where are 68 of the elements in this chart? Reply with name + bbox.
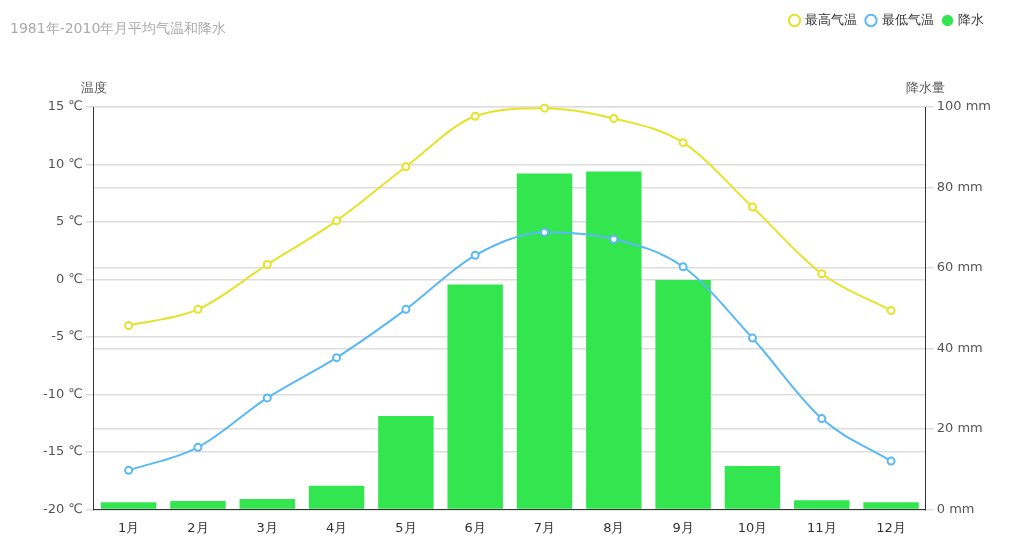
bar bbox=[239, 498, 295, 509]
legend-label: 最高气温 bbox=[805, 11, 857, 27]
point bbox=[470, 111, 480, 121]
bar bbox=[794, 500, 850, 509]
y2-tick-label: 40 mm bbox=[936, 339, 983, 355]
legend-label: 最低气温 bbox=[881, 11, 934, 27]
y2-tick-label: 60 mm bbox=[936, 259, 983, 275]
point bbox=[886, 456, 896, 466]
x-tick-label: 5月 bbox=[395, 519, 417, 535]
y-tick-label: -15 ℃ bbox=[43, 443, 83, 459]
point bbox=[262, 393, 272, 403]
legend-label: 降水 bbox=[958, 11, 984, 27]
chart-title: 1981年-2010年月平均气温和降水 bbox=[10, 19, 227, 36]
point bbox=[193, 304, 203, 314]
x-tick-label: 8月 bbox=[603, 519, 625, 535]
bar bbox=[170, 500, 226, 509]
point bbox=[609, 234, 619, 244]
y-tick-label: 5 ℃ bbox=[55, 213, 83, 229]
y2-tick-label: 100 mm bbox=[936, 98, 992, 114]
point bbox=[332, 353, 342, 363]
y2-tick-label: 0 mm bbox=[936, 500, 975, 516]
y2-tick-label: 80 mm bbox=[936, 178, 983, 194]
y-tick-label: 0 ℃ bbox=[55, 270, 83, 286]
point bbox=[124, 465, 134, 475]
x-tick-label: 6月 bbox=[464, 519, 486, 535]
bar bbox=[516, 173, 573, 509]
x-tick-label: 4月 bbox=[325, 519, 348, 535]
point bbox=[817, 414, 827, 424]
x-tick-label: 1月 bbox=[117, 519, 140, 535]
bar bbox=[655, 280, 711, 509]
bar bbox=[378, 416, 434, 509]
point bbox=[678, 138, 688, 148]
point bbox=[540, 103, 549, 113]
bar bbox=[586, 171, 642, 509]
point bbox=[747, 202, 757, 212]
point bbox=[540, 227, 549, 237]
point bbox=[193, 442, 203, 452]
bar bbox=[863, 502, 919, 509]
point bbox=[470, 250, 480, 260]
point bbox=[817, 269, 827, 279]
y-tick-label: -10 ℃ bbox=[43, 385, 83, 401]
y-axis-title: 温度 bbox=[80, 79, 107, 95]
x-tick-label: 3月 bbox=[256, 519, 278, 535]
bar bbox=[308, 485, 365, 509]
x-tick-label: 12月 bbox=[876, 519, 906, 535]
y2-tick-label: 20 mm bbox=[936, 420, 983, 436]
point bbox=[609, 114, 619, 123]
point bbox=[678, 262, 688, 272]
x-tick-label: 10月 bbox=[737, 519, 768, 535]
y-tick-label: -5 ℃ bbox=[51, 328, 83, 344]
y-tick-label: 10 ℃ bbox=[47, 155, 83, 171]
point bbox=[747, 333, 757, 343]
y-tick-label: 15 ℃ bbox=[47, 98, 83, 114]
x-tick-label: 2月 bbox=[187, 519, 209, 535]
y-tick-label: -20 ℃ bbox=[43, 500, 83, 516]
point bbox=[332, 216, 342, 226]
point bbox=[124, 320, 134, 330]
y2-axis-title: 降水量 bbox=[906, 79, 946, 95]
x-tick-label: 11月 bbox=[806, 519, 837, 535]
bar bbox=[447, 284, 503, 509]
point bbox=[401, 162, 411, 172]
point bbox=[262, 260, 272, 270]
x-tick-label: 9月 bbox=[672, 519, 694, 535]
point bbox=[886, 306, 896, 315]
bar bbox=[100, 502, 157, 509]
bar bbox=[724, 465, 781, 509]
point bbox=[401, 304, 411, 314]
x-tick-label: 7月 bbox=[533, 519, 556, 535]
